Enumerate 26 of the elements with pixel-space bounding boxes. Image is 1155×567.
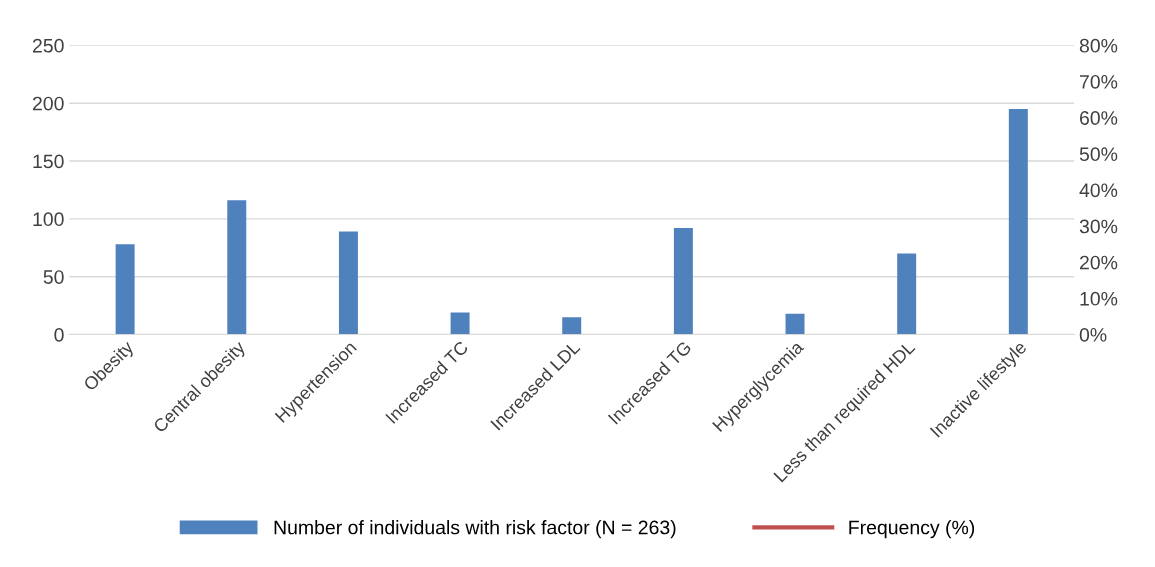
legend-label: Number of individuals with risk factor (N = 263) — [274, 520, 676, 539]
bar — [897, 253, 917, 335]
y-tick-label: 100 — [33, 212, 64, 227]
y2-tick-label: 0% — [1079, 328, 1107, 342]
y-tick-label: 0 — [54, 328, 64, 342]
bar — [673, 228, 693, 335]
y2-tick-label: 80% — [1079, 38, 1118, 53]
bar — [1008, 108, 1028, 335]
y-tick-label: 200 — [32, 96, 64, 111]
y2-tick-label: 70% — [1080, 74, 1118, 89]
legend-label: Frequency (%) — [849, 520, 975, 539]
y2-tick-label: 20% — [1079, 255, 1118, 270]
y-tick-label: 250 — [32, 38, 64, 53]
bar — [227, 200, 247, 335]
bar — [562, 317, 582, 335]
y-tick-label: 150 — [33, 154, 64, 169]
y-tick-label: 50 — [43, 270, 64, 284]
bar — [785, 313, 805, 335]
y2-tick-label: 10% — [1080, 291, 1118, 306]
bar — [338, 231, 358, 335]
bar — [115, 244, 135, 335]
y2-tick-label: 60% — [1080, 111, 1118, 125]
y2-tick-label: 30% — [1079, 219, 1118, 234]
bar — [450, 312, 470, 335]
y2-tick-label: 50% — [1079, 147, 1118, 162]
y2-tick-label: 40% — [1079, 183, 1118, 198]
